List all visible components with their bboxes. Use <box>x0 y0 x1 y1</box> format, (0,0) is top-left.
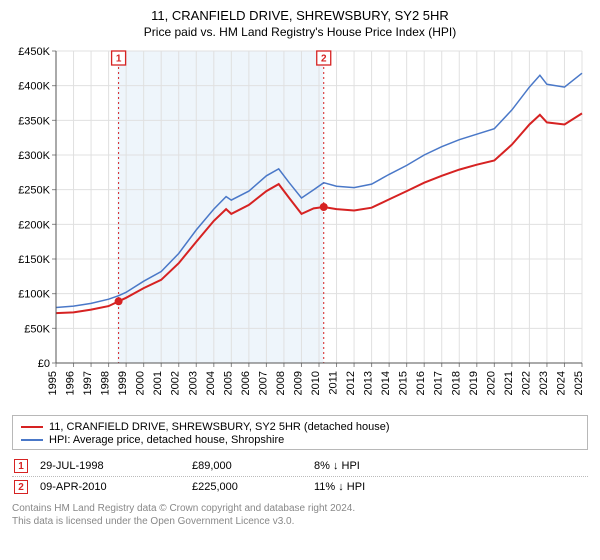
svg-text:£300K: £300K <box>18 150 50 162</box>
chart-title-block: 11, CRANFIELD DRIVE, SHREWSBURY, SY2 5HR… <box>12 8 588 39</box>
svg-text:£350K: £350K <box>18 115 50 127</box>
svg-text:2015: 2015 <box>398 371 410 395</box>
sale-marker-badge: 1 <box>14 459 28 473</box>
svg-text:2004: 2004 <box>205 371 217 395</box>
svg-text:2021: 2021 <box>503 371 515 395</box>
chart-subtitle: Price paid vs. HM Land Registry's House … <box>12 25 588 39</box>
svg-text:2006: 2006 <box>240 371 252 395</box>
svg-text:2008: 2008 <box>275 371 287 395</box>
footnote-line: This data is licensed under the Open Gov… <box>12 516 588 529</box>
svg-text:2016: 2016 <box>415 371 427 395</box>
sale-date: 29-JUL-1998 <box>40 460 180 472</box>
legend: 11, CRANFIELD DRIVE, SHREWSBURY, SY2 5HR… <box>12 415 588 450</box>
svg-text:2018: 2018 <box>450 371 462 395</box>
svg-text:2007: 2007 <box>257 371 269 395</box>
svg-text:£0: £0 <box>38 358 50 370</box>
sale-price: £225,000 <box>192 481 302 493</box>
svg-text:2017: 2017 <box>433 371 445 395</box>
chart-area: £0 £50K £100K £150K £200K £250K £300K £350K £400… <box>12 43 588 413</box>
svg-text:£450K: £450K <box>18 46 50 58</box>
svg-text:1997: 1997 <box>82 371 94 395</box>
sale-delta: 11% ↓ HPI <box>314 481 434 493</box>
svg-text:2001: 2001 <box>152 371 164 395</box>
svg-text:£250K: £250K <box>18 185 50 197</box>
svg-text:2011: 2011 <box>328 371 340 395</box>
svg-text:2012: 2012 <box>345 371 357 395</box>
svg-text:1996: 1996 <box>65 371 77 395</box>
footnote: Contains HM Land Registry data © Crown c… <box>12 503 588 528</box>
svg-text:£150K: £150K <box>18 254 50 266</box>
svg-text:2010: 2010 <box>310 371 322 395</box>
legend-item: 11, CRANFIELD DRIVE, SHREWSBURY, SY2 5HR… <box>21 421 579 433</box>
svg-text:2023: 2023 <box>538 371 550 395</box>
svg-text:2005: 2005 <box>222 371 234 395</box>
svg-text:1: 1 <box>116 54 122 65</box>
svg-text:1999: 1999 <box>117 371 129 395</box>
legend-label: HPI: Average price, detached house, Shro… <box>49 434 284 446</box>
sales-table: 1 29-JUL-1998 £89,000 8% ↓ HPI 2 09-APR-… <box>12 456 588 497</box>
svg-text:£100K: £100K <box>18 289 50 301</box>
svg-text:£200K: £200K <box>18 219 50 231</box>
sale-marker-badge: 2 <box>14 480 28 494</box>
legend-swatch <box>21 439 43 441</box>
chart-title: 11, CRANFIELD DRIVE, SHREWSBURY, SY2 5HR <box>12 8 588 23</box>
svg-text:2024: 2024 <box>555 371 567 395</box>
svg-text:1998: 1998 <box>100 371 112 395</box>
svg-text:£400K: £400K <box>18 81 50 93</box>
svg-text:2022: 2022 <box>520 371 532 395</box>
svg-text:2013: 2013 <box>363 371 375 395</box>
svg-text:1995: 1995 <box>47 371 59 395</box>
footnote-line: Contains HM Land Registry data © Crown c… <box>12 503 588 516</box>
sale-price: £89,000 <box>192 460 302 472</box>
svg-text:£50K: £50K <box>24 323 50 335</box>
svg-text:2002: 2002 <box>170 371 182 395</box>
legend-swatch <box>21 426 43 428</box>
legend-label: 11, CRANFIELD DRIVE, SHREWSBURY, SY2 5HR… <box>49 421 390 433</box>
line-chart-svg: £0 £50K £100K £150K £200K £250K £300K £350K £400… <box>12 43 588 413</box>
legend-item: HPI: Average price, detached house, Shro… <box>21 434 579 446</box>
svg-text:2003: 2003 <box>187 371 199 395</box>
svg-text:2: 2 <box>321 54 327 65</box>
svg-text:2014: 2014 <box>380 371 392 395</box>
svg-text:2020: 2020 <box>485 371 497 395</box>
svg-text:2000: 2000 <box>135 371 147 395</box>
sale-date: 09-APR-2010 <box>40 481 180 493</box>
svg-text:2019: 2019 <box>468 371 480 395</box>
svg-text:2009: 2009 <box>292 371 304 395</box>
svg-text:2025: 2025 <box>573 371 585 395</box>
sales-row: 1 29-JUL-1998 £89,000 8% ↓ HPI <box>12 456 588 477</box>
sale-delta: 8% ↓ HPI <box>314 460 434 472</box>
sales-row: 2 09-APR-2010 £225,000 11% ↓ HPI <box>12 477 588 497</box>
